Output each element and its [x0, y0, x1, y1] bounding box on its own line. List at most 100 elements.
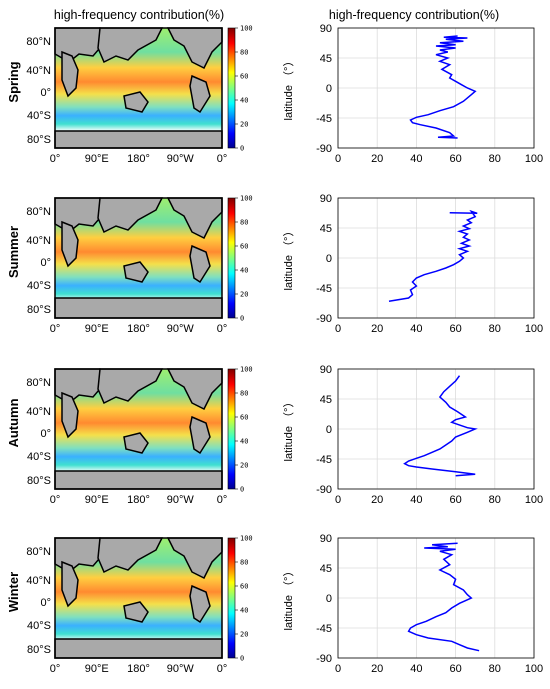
y-tick-label: -90: [316, 653, 332, 665]
land-africa: [61, 50, 79, 98]
map-heatmap: [54, 27, 223, 149]
season-label: Autumn: [6, 398, 21, 447]
x-tick-label: 60: [449, 323, 461, 335]
land-africa: [61, 220, 79, 268]
land-australia: [123, 432, 149, 454]
profile-series-line: [407, 542, 480, 652]
colorbar-tick-label: 0: [240, 486, 244, 494]
map-lon-tick-label: 90°W: [167, 153, 195, 165]
x-tick-label: 100: [525, 323, 543, 335]
land-australia: [123, 91, 149, 113]
map-lat-tick-label: 40°N: [26, 65, 51, 77]
x-tick-label: 20: [371, 663, 383, 675]
map-lat-tick-label: 0°: [40, 87, 51, 99]
map-lat-tick-label: 40°N: [26, 235, 51, 247]
land-south-america: [189, 584, 211, 624]
map-lon-tick-label: 0°: [217, 323, 228, 335]
map-lon-tick-label: 90°W: [167, 494, 195, 506]
map-lon-tick-label: 90°W: [167, 663, 195, 675]
colorbar: 100 80 60 40 20 0: [227, 195, 253, 323]
y-tick-label: 90: [320, 364, 332, 376]
x-tick-label: 40: [410, 663, 422, 675]
map-lon-tick-label: 0°: [50, 663, 61, 675]
y-tick-label: 0: [326, 83, 332, 95]
land-australia: [123, 601, 149, 623]
colorbar-tick-label: 60: [240, 243, 248, 251]
land-antarctica: [54, 130, 223, 149]
x-tick-label: 0: [335, 494, 341, 506]
map-lat-tick-label: 80°N: [26, 546, 51, 558]
map-lat-tick-label: 80°S: [27, 644, 51, 656]
x-tick-label: 0: [335, 663, 341, 675]
map-heatmap: [54, 197, 223, 319]
x-tick-label: 0: [335, 153, 341, 165]
land-south-america: [189, 244, 211, 284]
colorbar-tick-label: 20: [240, 291, 248, 299]
colorbar-gradient: [227, 27, 236, 149]
panel-summer: Summer 80°N 40°N 0° 40°S 80°S 0° 90°E 180° 90°W 0…: [6, 193, 543, 335]
y-tick-label: 90: [320, 533, 332, 545]
colorbar-tick-label: 80: [240, 219, 248, 227]
land-asia: [97, 27, 164, 64]
panel-autumn: Autumn 80°N 40°N 0° 40°S 80°S 0° 90°E 180° 90°W 0…: [6, 364, 543, 506]
colorbar-tick-label: 40: [240, 97, 248, 105]
panel-winter: Winter 80°N 40°N 0° 40°S 80°S 0° 90°E 180° 90°W 0…: [6, 533, 543, 675]
map-lat-tick-label: 40°S: [27, 280, 51, 292]
y-tick-label: -45: [316, 113, 332, 125]
land-australia: [123, 261, 149, 283]
colorbar-tick-label: 20: [240, 631, 248, 639]
map-lon-tick-label: 90°E: [85, 494, 109, 506]
colorbar-tick-label: 80: [240, 49, 248, 57]
map-frame: [54, 27, 223, 149]
map-lon-tick-label: 180°: [127, 494, 150, 506]
y-tick-label: -90: [316, 313, 332, 325]
map-lon-tick-label: 0°: [50, 494, 61, 506]
y-tick-label: 90: [320, 23, 332, 35]
map-lat-tick-label: 0°: [40, 597, 51, 609]
right-column-title: high-frequency contribution(%): [329, 8, 499, 22]
x-tick-label: 60: [449, 494, 461, 506]
x-tick-label: 80: [489, 323, 501, 335]
map-lon-tick-label: 0°: [217, 494, 228, 506]
y-tick-label: 0: [326, 253, 332, 265]
map-lon-tick-label: 180°: [127, 323, 150, 335]
y-tick-label: 45: [320, 53, 332, 65]
x-tick-label: 80: [489, 494, 501, 506]
colorbar-tick-label: 0: [240, 315, 244, 323]
colorbar-tick-label: 100: [240, 366, 253, 374]
map-lon-tick-label: 90°E: [85, 663, 109, 675]
plot-frame: [337, 197, 535, 319]
y-tick-label: 90: [320, 193, 332, 205]
map-lat-tick-label: 80°S: [27, 475, 51, 487]
y-tick-label: -45: [316, 623, 332, 635]
profile-series-line: [403, 375, 478, 477]
colorbar-tick-label: 100: [240, 25, 253, 33]
map-lat-tick-label: 40°S: [27, 620, 51, 632]
land-antarctica: [54, 638, 223, 659]
map-lat-tick-label: 40°N: [26, 575, 51, 587]
colorbar: 100 80 60 40 20 0: [227, 25, 253, 153]
panel-spring: Spring 80°N 40°N 0° 40°S 80°S 0° 90°E 180° 90°W 0…: [6, 23, 543, 165]
y-axis-label: latitude （°）: [282, 397, 295, 462]
land-africa: [61, 560, 79, 608]
plot-frame: [337, 368, 535, 490]
y-axis-label: latitude （°）: [282, 226, 295, 291]
x-tick-label: 40: [410, 323, 422, 335]
y-tick-label: -45: [316, 283, 332, 295]
y-tick-label: 45: [320, 563, 332, 575]
profile-chart: 0 20 40 60 80 100 90 45 0 -45 -90 latitude （°）: [282, 193, 543, 335]
colorbar-tick-label: 60: [240, 73, 248, 81]
map-lat-tick-label: 40°S: [27, 451, 51, 463]
x-tick-label: 80: [489, 153, 501, 165]
colorbar-tick-label: 100: [240, 535, 253, 543]
y-tick-label: -90: [316, 484, 332, 496]
x-tick-label: 60: [449, 663, 461, 675]
map-lat-tick-label: 80°N: [26, 206, 51, 218]
map-lon-tick-label: 90°W: [167, 323, 195, 335]
map-lat-tick-label: 40°N: [26, 406, 51, 418]
x-tick-label: 40: [410, 153, 422, 165]
profile-chart: 0 20 40 60 80 100 90 45 0 -45 -90 latitude （°）: [282, 364, 543, 506]
y-axis-label: latitude （°）: [282, 56, 295, 121]
map-lat-tick-label: 0°: [40, 428, 51, 440]
